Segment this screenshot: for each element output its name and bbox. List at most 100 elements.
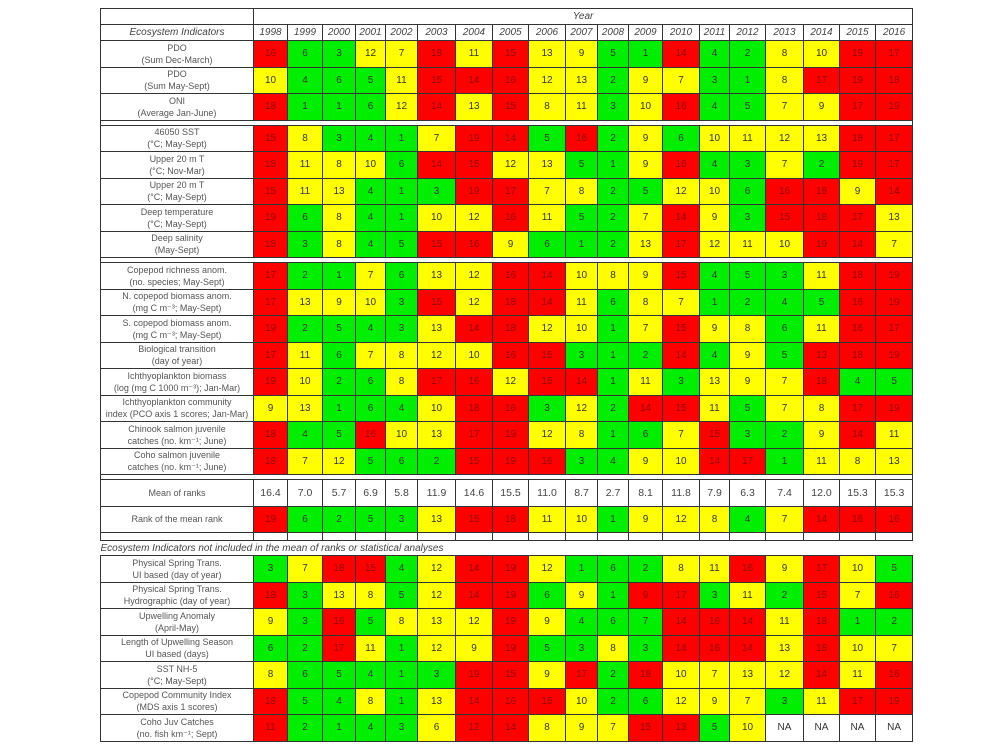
rank-cell-2000: 18 [322,555,356,583]
rank-cell-2009: 2 [628,555,663,583]
rank-cell-1999: 11 [287,151,323,179]
rank-cell-2006: 12 [528,421,566,449]
excluded-section-title: Ecosystem Indicators not included in the… [100,540,913,556]
year-2000: 2000 [322,24,356,41]
rank-cell-2007: 3 [565,341,598,369]
rank-cell-2006: 12 [528,555,566,583]
rank-cell-2016: 16 [874,661,914,689]
indicator-label: S. copepod biomass anom. (mg C m⁻³; May-S… [100,315,254,343]
rank-cell-2015: 11 [839,661,876,689]
blank-cell [417,532,456,541]
mean-cell-2016: 15.3 [874,479,914,507]
rank-cell-2004: 14 [455,66,493,94]
table-row: Ichthyoplankton community index (PCO axis… [100,394,914,422]
rank-cell-2010: 16 [662,151,700,179]
rank-cell-2002: 8 [385,368,418,396]
table-row: Coho Juv Catches (no. fish km⁻¹; Sept) 11 2… [100,714,914,742]
rank-cell-2009: 1 [628,40,663,68]
rank-cell-2004: 14 [455,687,493,715]
rank-cell-2002: 3 [385,315,418,343]
rank-cell-2008: 2 [597,177,629,205]
rank-cell-2006: 14 [528,288,566,316]
indicator-label: N. copepod biomass anom. (mg C m⁻³; May-S… [100,288,254,316]
mean-cell-2004: 14.6 [455,479,493,507]
rank-cell-2004: 12 [455,608,493,636]
rank-cell-2012: 5 [729,93,766,121]
rank-cell-2006: 12 [528,315,566,343]
rank-cell-2010: 3 [662,368,700,396]
rank-cell-2007: 8 [565,421,598,449]
rank-cell-2002: 6 [385,262,418,290]
indicator-name: ONI [168,95,185,106]
rank-cell-2013: 7 [765,368,804,396]
rank-cell-2014: 15 [803,581,840,609]
rank-cell-2004: 15 [455,151,493,179]
rank-cell-2013: 7 [765,394,804,422]
rank-cell-2003: 18 [417,40,456,68]
rank-cell-1998: 6 [253,634,288,662]
rank-cell-2011: 4 [699,341,730,369]
rank-cell-2011: 11 [699,394,730,422]
blank-cell [803,532,840,541]
mean-cell-2002: 5.8 [385,479,418,507]
rank-cell-2012: 8 [729,315,766,343]
year-1998: 1998 [253,24,288,41]
rank-cell-2016: 19 [874,288,914,316]
rank-cell-2001: 11 [355,634,386,662]
rank-cell-2001: 5 [355,608,386,636]
rank-cell-2001: 5 [355,447,386,475]
rank-cell-2003: 13 [417,687,456,715]
rank-cell-2006: 15 [528,341,566,369]
rank-cell-2000: 1 [322,262,356,290]
rank-cell-1998: 19 [253,368,288,396]
rank-cell-2007: 10 [565,315,598,343]
rank-cell-2001: 6 [355,93,386,121]
rank-cell-2013: 7 [765,151,804,179]
indicator-name: Chinook salmon juvenile [128,423,226,434]
blank-row [100,532,914,541]
rank-cell-2008: 1 [597,421,629,449]
rank-cell-2008: 2 [597,124,629,152]
rank-cell-2000: 8 [322,204,356,232]
rank-cell-2005: 19 [492,555,529,583]
rank-cell-2009: 8 [628,288,663,316]
rank-cell-2000: 5 [322,421,356,449]
rank-cell-2007: 11 [565,93,598,121]
rank-cell-2012: 3 [729,421,766,449]
rank-cell-2006: 5 [528,124,566,152]
rank-cell-2015: 19 [839,40,876,68]
rank-cell-1998: 11 [253,714,288,742]
rank-cell-2001: 4 [355,315,386,343]
rank-cell-1999: 11 [287,177,323,205]
rank-cell-2006: 5 [528,634,566,662]
rank-cell-2013: 15 [765,204,804,232]
rank-cell-2004: 19 [455,177,493,205]
rank-cell-1999: 6 [287,204,323,232]
rank-cell-2012: 13 [729,661,766,689]
rank-cell-2005: 16 [492,394,529,422]
year-2008: 2008 [597,24,629,41]
rank-of-mean-cell-2005: 18 [492,505,529,533]
rank-cell-2012: 10 [729,714,766,742]
rank-cell-2013: 16 [765,177,804,205]
rank-cell-2010: 7 [662,288,700,316]
rank-cell-2004: 16 [455,368,493,396]
indicator-units: Hydrographic (day of year) [123,596,231,607]
rank-cell-2005: 19 [492,581,529,609]
indicator-label: Physical Spring Trans. UI based (day of y… [100,555,254,583]
rank-of-mean-cell-1998: 19 [253,505,288,533]
rank-cell-2015: 14 [839,230,876,258]
rank-cell-2003: 10 [417,204,456,232]
year-2015: 2015 [839,24,876,41]
mean-cell-2006: 11.0 [528,479,566,507]
rank-cell-1999: 13 [287,288,323,316]
rank-cell-2007: 3 [565,634,598,662]
rank-cell-2015: NA [839,714,876,742]
rank-cell-2004: 12 [455,262,493,290]
indicator-units: (April-May) [155,622,199,633]
rank-cell-2006: 15 [528,687,566,715]
indicator-label: Copepod Community Index (MDS axis 1 score… [100,687,254,715]
rank-cell-2000: 4 [322,687,356,715]
blank-cell [287,532,323,541]
rank-cell-2011: 1 [699,288,730,316]
